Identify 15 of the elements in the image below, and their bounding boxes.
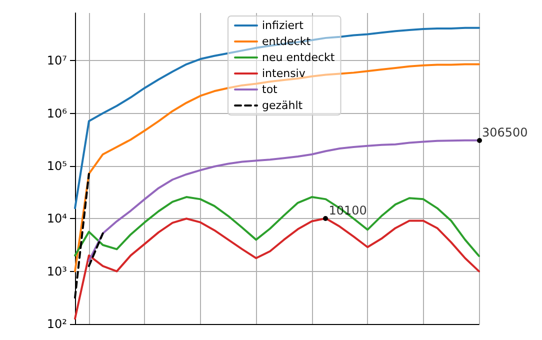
y-tick-label: 10⁴ — [46, 212, 68, 226]
data-label: 306500 — [482, 125, 528, 140]
y-tick-label: 10⁷ — [46, 54, 68, 68]
legend-label: neu entdeckt — [262, 51, 336, 64]
y-tick-label: 10⁶ — [46, 106, 68, 120]
legend-label: tot — [262, 83, 278, 96]
legend-label: infiziert — [262, 19, 304, 32]
line-series — [74, 63, 480, 272]
legend-label: entdeckt — [262, 35, 312, 48]
line-series — [74, 196, 480, 258]
legend-label: gezählt — [262, 99, 304, 112]
y-tick-label: 10³ — [46, 264, 68, 278]
legend-label: intensiv — [262, 67, 306, 80]
y-tick-label: 10² — [46, 317, 68, 331]
y-tick-label: 10⁵ — [46, 158, 68, 173]
